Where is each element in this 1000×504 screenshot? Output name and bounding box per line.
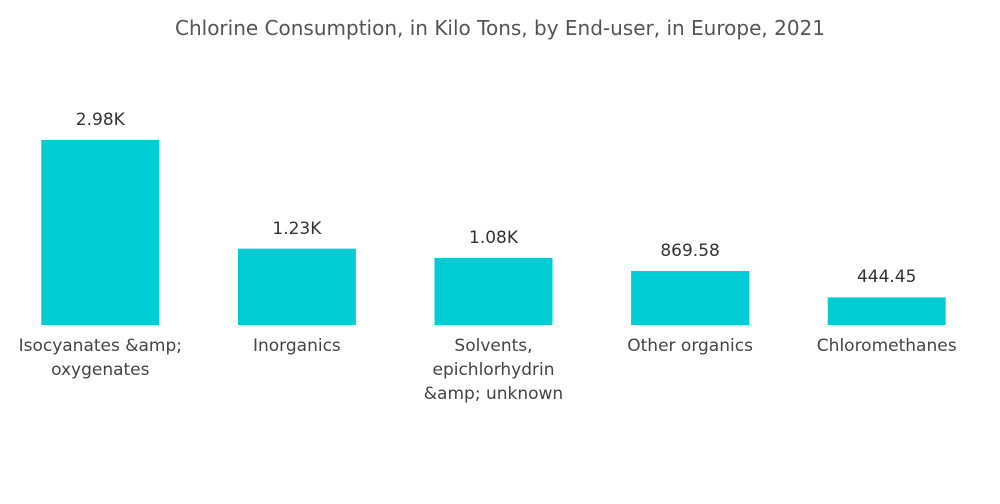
bar [434, 257, 553, 325]
value-label: 869.58 [660, 241, 720, 262]
x-tick-label: Isocyanates &amp; oxygenates [18, 336, 183, 380]
value-label: 1.08K [469, 227, 518, 248]
bar [631, 271, 750, 325]
bar [237, 248, 356, 325]
x-tick-label: Chloromethanes [816, 336, 957, 356]
value-label: 444.45 [856, 267, 917, 288]
chart-title: Chlorine Consumption, in Kilo Tons, by E… [175, 16, 825, 40]
x-tick-label: Inorganics [252, 336, 341, 356]
bar [41, 140, 160, 325]
x-tick-label: Other organics [627, 336, 753, 356]
x-tick-label: Solvents, epichlorhydrin &amp; unknown [423, 336, 564, 404]
bar [827, 297, 946, 325]
value-label: 1.23K [272, 218, 322, 239]
value-label: 2.98K [75, 110, 125, 130]
